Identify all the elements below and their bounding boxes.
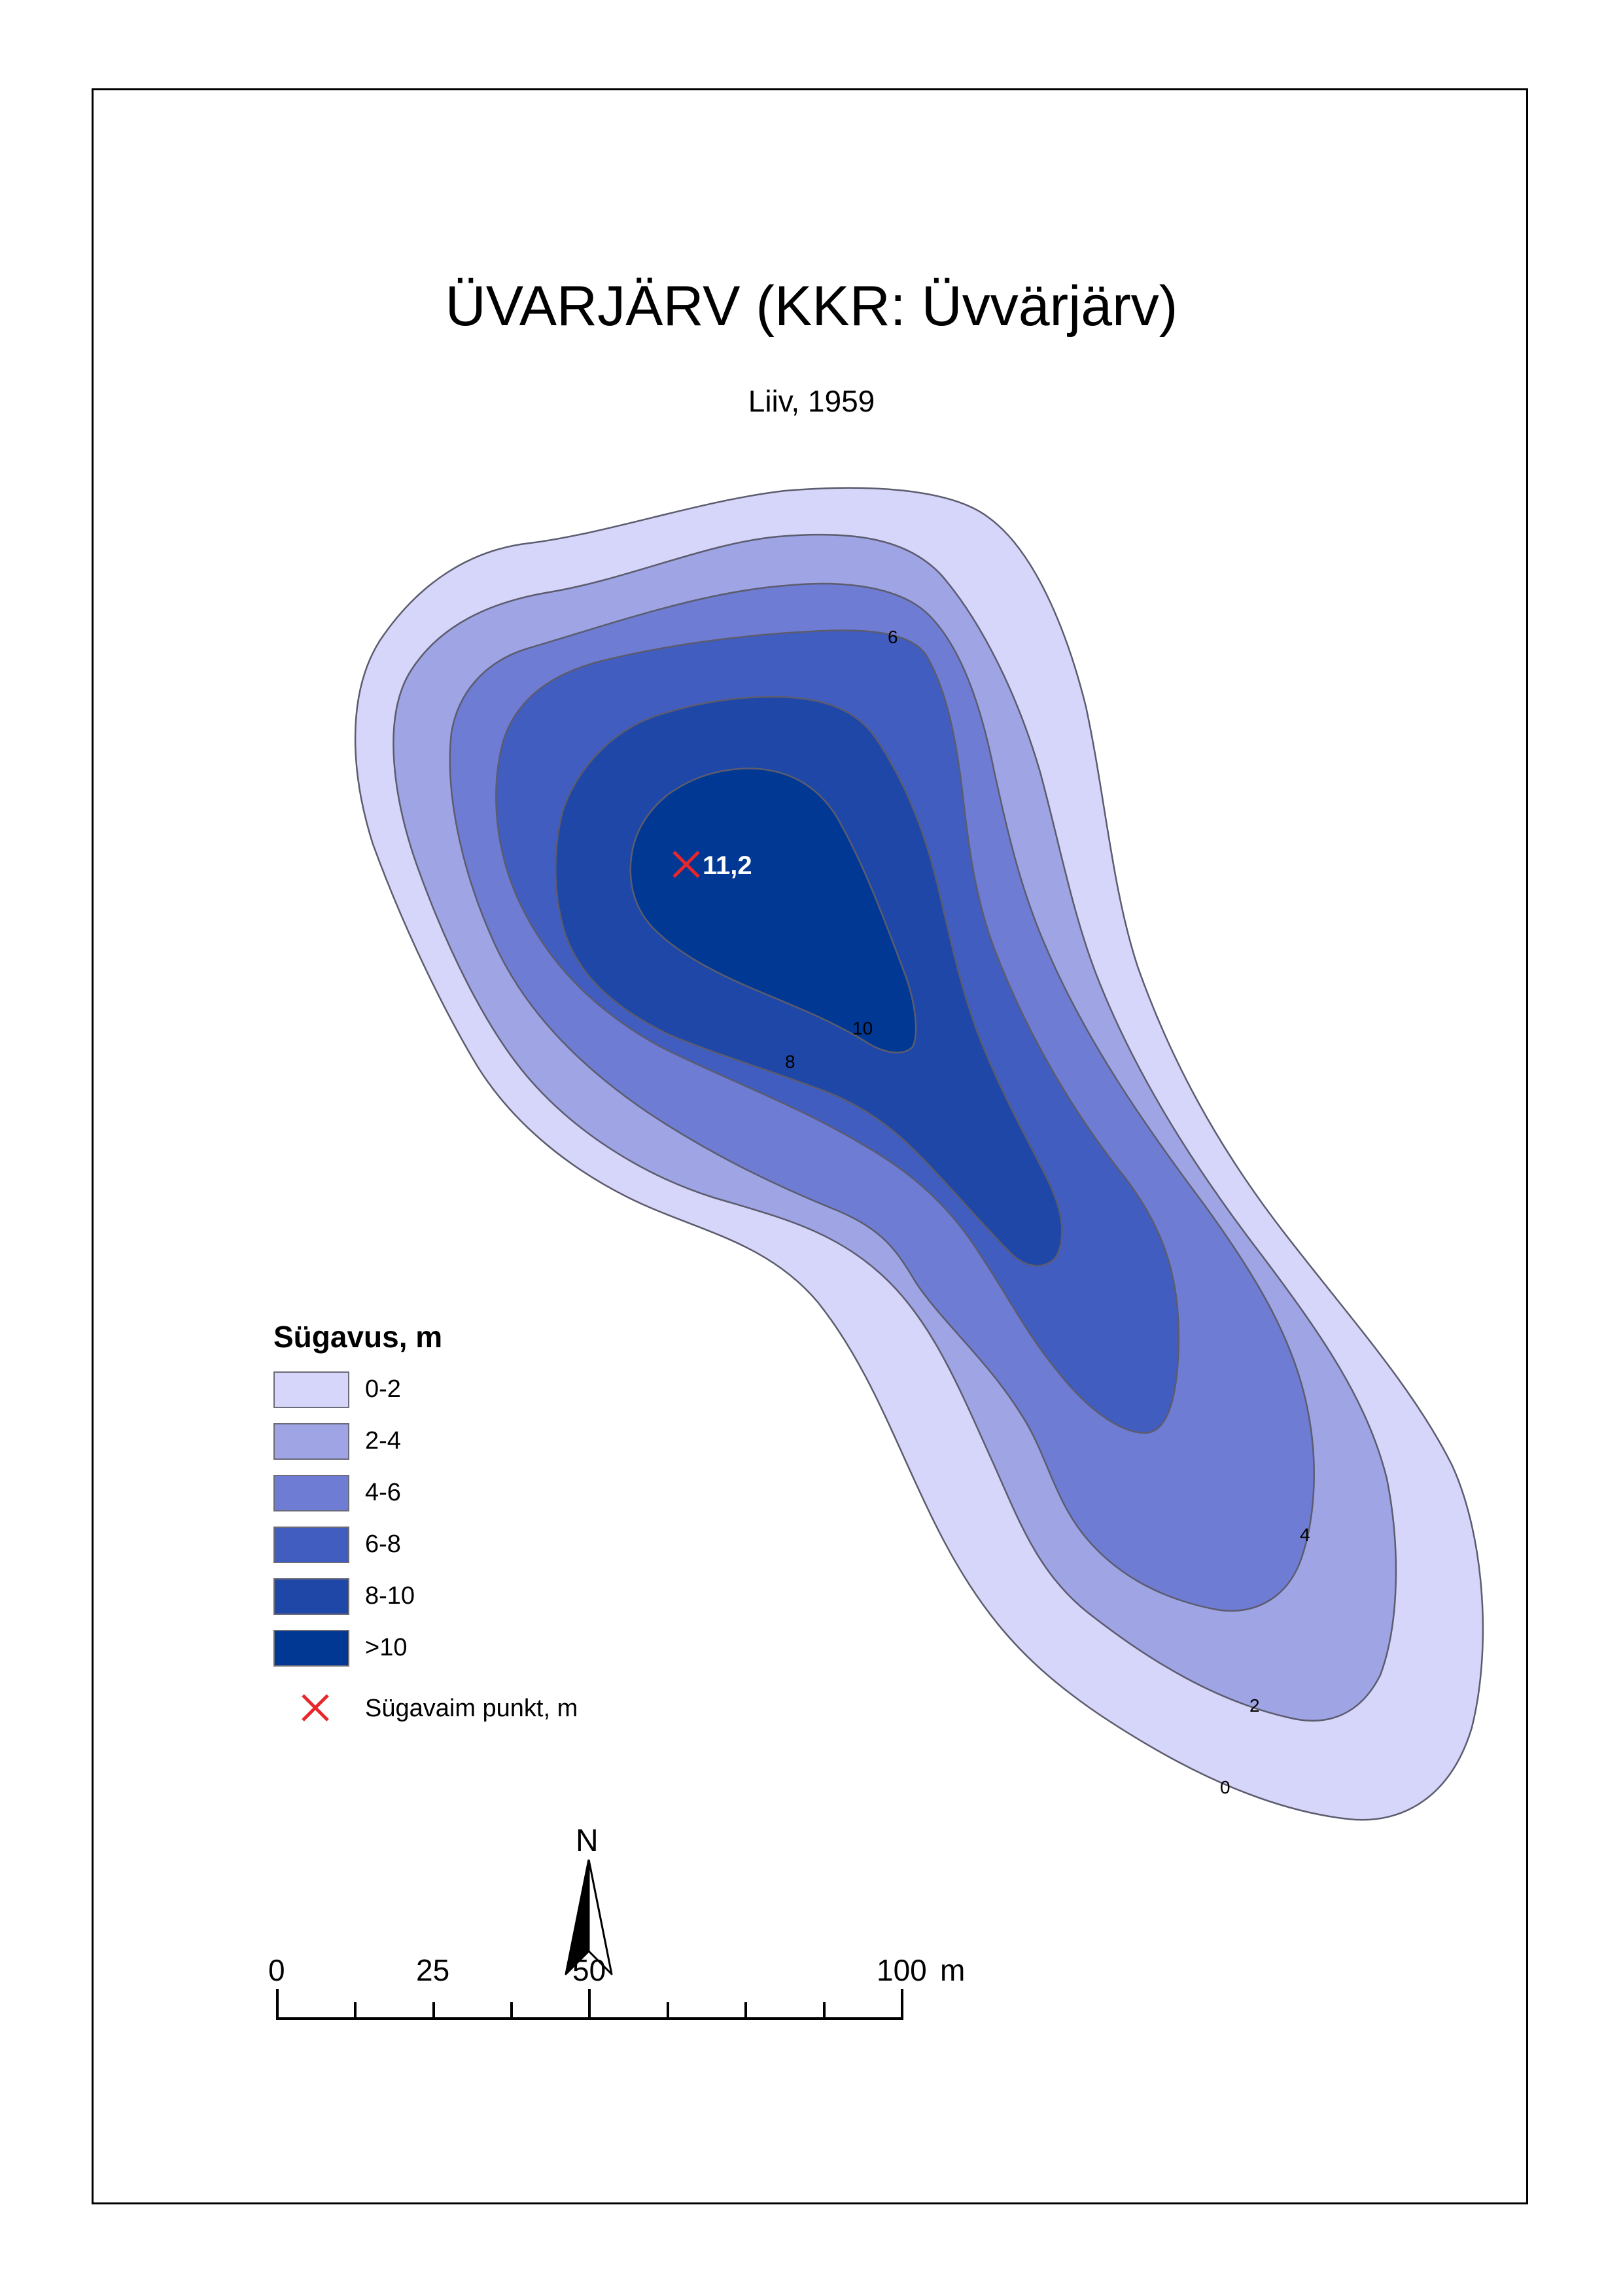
- scale-unit: m: [940, 1953, 966, 1987]
- legend-swatch: [273, 1527, 349, 1563]
- contour-label-4: 4: [1300, 1525, 1310, 1545]
- depth-zone-over-10: [629, 768, 917, 1053]
- map-title: ÜVARJÄRV (KKR: Üvvärjärv): [445, 275, 1178, 338]
- legend-swatch: [273, 1578, 349, 1615]
- legend-swatch: [273, 1371, 349, 1408]
- legend-swatch: [273, 1475, 349, 1511]
- scale-bar: [276, 1989, 903, 2020]
- legend-swatch: [273, 1630, 349, 1667]
- legend-label: >10: [365, 1634, 408, 1661]
- legend-label: 6-8: [365, 1530, 401, 1558]
- scale-label-25: 25: [416, 1953, 450, 1987]
- contour-label-0: 0: [1220, 1777, 1230, 1797]
- contour-label-10: 10: [852, 1018, 873, 1038]
- scale-label-100: 100: [877, 1953, 927, 1987]
- deepest-point-label: 11,2: [703, 851, 752, 880]
- legend-label: 8-10: [365, 1582, 415, 1610]
- legend-swatch: [273, 1423, 349, 1460]
- scale-label-50: 50: [572, 1953, 606, 1987]
- legend-label: 2-4: [365, 1427, 401, 1455]
- scale-label-0: 0: [268, 1953, 285, 1987]
- contour-label-2: 2: [1249, 1695, 1260, 1716]
- legend-label: Sügavaim punkt, m: [365, 1695, 578, 1722]
- deepest-point-icon: [302, 1694, 329, 1722]
- legend-label: 0-2: [365, 1375, 401, 1403]
- legend-item-deepest-point: Sügavaim punkt, m: [273, 1688, 666, 1727]
- north-arrow-icon: [565, 1860, 613, 1975]
- map-frame: [92, 88, 1528, 2204]
- contour-label-6: 6: [888, 627, 898, 647]
- map-subtitle: Liiv, 1959: [748, 384, 875, 418]
- deepest-point-marker: [672, 851, 700, 878]
- north-label: N: [576, 1824, 599, 1858]
- legend-title: Sügavus, m: [273, 1320, 443, 1354]
- legend-label: 4-6: [365, 1479, 401, 1506]
- contour-label-8: 8: [785, 1051, 795, 1072]
